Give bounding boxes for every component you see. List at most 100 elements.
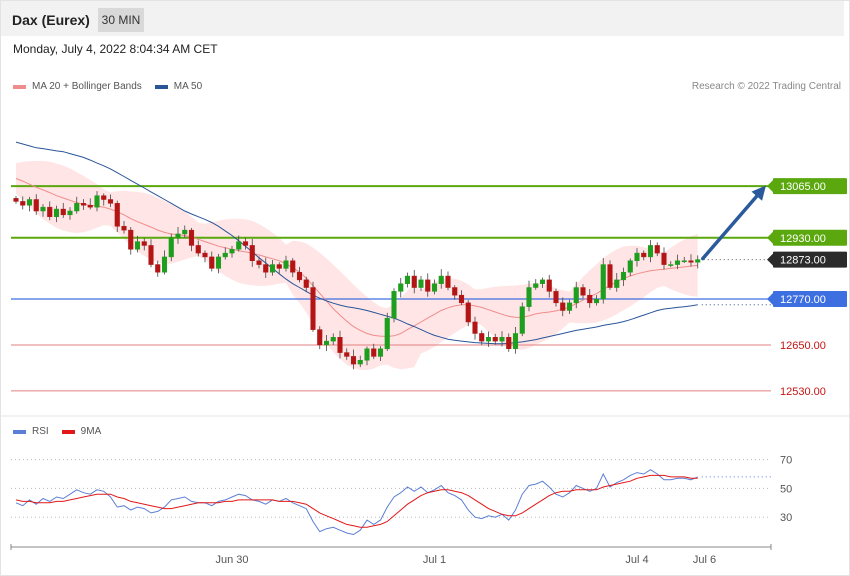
candle-body	[101, 195, 107, 200]
level-label-text: 12650.00	[780, 340, 826, 352]
candle-body	[87, 204, 93, 208]
candle-body	[404, 275, 411, 284]
candle-body	[452, 287, 458, 296]
candle-body	[634, 252, 640, 261]
rsi-line	[15, 469, 698, 536]
instrument-title: Dax (Eurex)	[12, 12, 90, 28]
legend-label-ma20: MA 20 + Bollinger Bands	[32, 81, 142, 92]
level-label-box	[773, 229, 847, 246]
candle-body	[317, 329, 323, 346]
candle-body	[202, 252, 208, 258]
candle-body	[337, 337, 343, 353]
candle-body	[465, 302, 471, 323]
legend-swatch-rsi	[13, 429, 26, 434]
level-label-text: 12530.00	[780, 386, 826, 398]
candle-body	[512, 333, 519, 350]
candle-body	[263, 264, 269, 273]
candle-body	[688, 260, 694, 263]
candle-body	[411, 275, 417, 288]
candle-body	[620, 271, 627, 281]
candle-body	[661, 252, 667, 265]
legend-swatch-ma50	[154, 84, 168, 89]
candle-body	[398, 283, 404, 292]
candle-body	[249, 245, 255, 261]
forecast-arrow-shaft	[701, 188, 764, 261]
candle-body	[175, 233, 181, 239]
candle-body	[519, 306, 525, 334]
level-label-12530.00: 12530.00	[780, 386, 826, 398]
candle-body	[310, 287, 316, 330]
legend-label-9ma: 9MA	[80, 426, 102, 437]
rsi-legend: RSI 9MA	[13, 426, 114, 437]
candle-body	[364, 348, 370, 361]
candle-body	[418, 279, 424, 288]
candle-body	[587, 294, 593, 304]
candle-body	[269, 264, 276, 273]
level-label-12650.00: 12650.00	[780, 340, 826, 352]
x-tick-label-Jul-1: Jul 1	[423, 554, 446, 566]
candle-body	[479, 333, 485, 342]
candle-body	[276, 264, 282, 269]
candle-body	[148, 245, 154, 265]
level-label-12873.00: 12873.00	[767, 251, 847, 268]
candle-body	[391, 291, 397, 319]
candle-body	[114, 203, 120, 227]
forecast-arrow-head	[751, 185, 766, 201]
candle-body	[566, 302, 573, 311]
level-label-pointer	[767, 253, 773, 266]
candle-body	[492, 337, 498, 342]
level-label-12770.00: 12770.00	[767, 291, 847, 308]
candle-body	[695, 259, 701, 263]
candle-body	[161, 256, 168, 273]
candle-body	[290, 260, 296, 273]
rsi-tick-label-70: 70	[780, 455, 792, 467]
candle-body	[47, 206, 53, 217]
level-label-pointer	[767, 180, 773, 193]
candle-body	[681, 260, 687, 262]
candle-body	[283, 260, 289, 269]
candle-body	[121, 226, 127, 231]
legend-label-rsi: RSI	[32, 426, 49, 437]
candle-body	[215, 256, 222, 269]
candle-body	[330, 337, 336, 342]
candle-body	[13, 198, 19, 202]
candle-body	[141, 241, 147, 246]
candle-body	[472, 321, 478, 334]
bollinger-band	[16, 160, 698, 371]
candle-body	[256, 260, 262, 265]
level-label-pointer	[767, 231, 773, 244]
candle-body	[303, 279, 309, 288]
level-label-box	[773, 291, 847, 308]
candle-body	[94, 195, 100, 208]
candle-body	[377, 348, 384, 357]
candle-body	[80, 203, 87, 206]
candle-body	[499, 337, 505, 342]
candle-body	[431, 283, 438, 292]
candle-body	[242, 241, 249, 246]
level-label-text: 12930.00	[780, 233, 826, 245]
level-label-text: 12873.00	[780, 255, 826, 267]
candle-body	[74, 203, 80, 212]
candle-body	[647, 245, 654, 258]
candle-body	[229, 249, 235, 254]
rsi-9ma-line	[15, 474, 698, 528]
candle-body	[485, 337, 492, 342]
candle-body	[53, 208, 60, 217]
candle-body	[33, 199, 39, 212]
candle-body	[222, 252, 228, 258]
candle-body	[384, 317, 390, 350]
candle-body	[20, 201, 26, 206]
x-tick-label-Jun-30: Jun 30	[215, 554, 248, 566]
ma50-line	[15, 141, 698, 345]
level-label-text: 12770.00	[780, 294, 826, 306]
legend-swatch-9ma	[61, 429, 75, 434]
candle-body	[641, 252, 647, 258]
candle-body	[357, 359, 363, 365]
timeframe-button[interactable]: 30 MIN	[98, 8, 144, 32]
level-label-box	[773, 178, 847, 195]
candle-body	[627, 260, 633, 273]
candle-body	[607, 264, 613, 288]
candle-body	[168, 237, 174, 258]
candle-body	[371, 348, 377, 357]
candle-body	[438, 275, 444, 284]
